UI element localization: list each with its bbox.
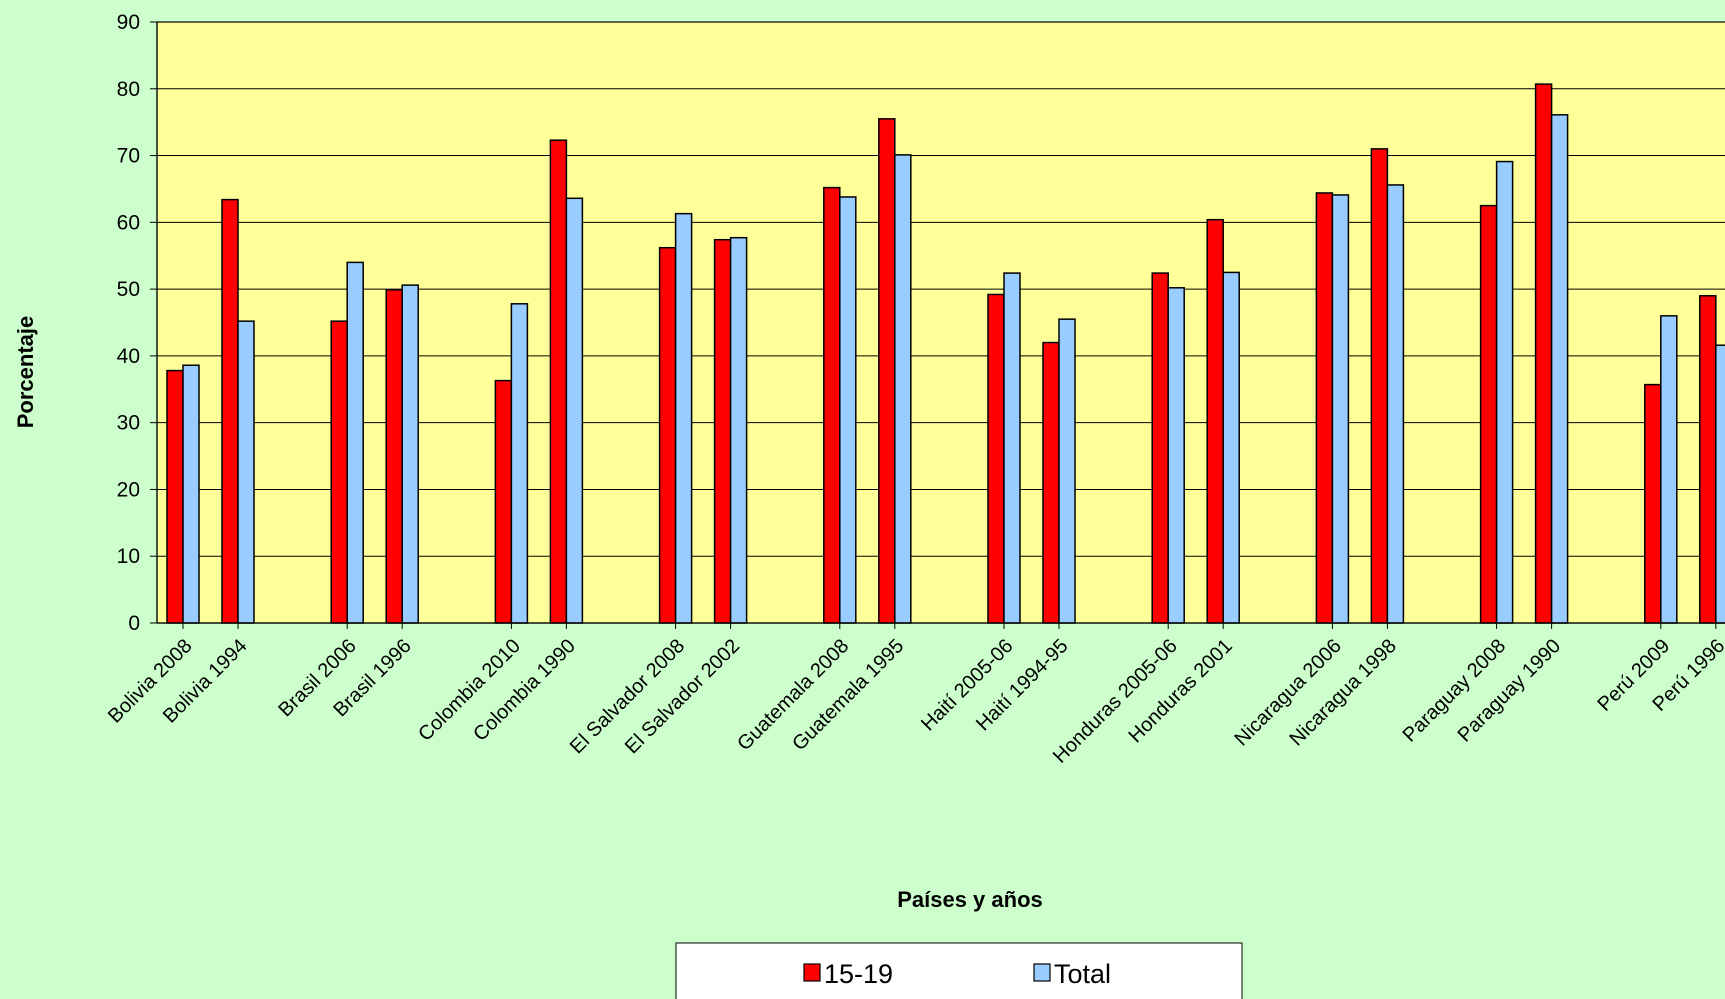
legend-swatch-15-19 <box>803 963 821 982</box>
y-tick-label: 10 <box>117 545 140 568</box>
bar-15-19 <box>823 186 841 624</box>
bar-15-19 <box>1042 341 1060 624</box>
y-tick-label: 50 <box>117 278 140 301</box>
bar-15-19 <box>1151 272 1169 624</box>
bar-15-19 <box>494 379 513 624</box>
y-tick-label: 60 <box>117 211 140 234</box>
y-axis-ticks: 0 10 20 30 40 50 60 70 80 90 <box>117 11 1725 635</box>
bar-total <box>1167 287 1185 624</box>
y-tick-label: 30 <box>117 412 140 435</box>
bar-total <box>1222 271 1240 624</box>
category-label: Honduras 2001 <box>1124 635 1236 747</box>
bar-15-19 <box>221 198 239 624</box>
bar-15-19 <box>713 238 732 624</box>
y-tick-label: 40 <box>117 345 140 368</box>
bar-total <box>1058 318 1076 624</box>
bar-total <box>674 212 693 624</box>
bar-total <box>1550 114 1569 624</box>
bar-total <box>346 261 364 624</box>
x-axis-title: Países y años <box>897 887 1043 912</box>
y-axis-title: Porcentaje <box>13 316 38 429</box>
y-tick-label: 80 <box>117 78 140 101</box>
bar-15-19 <box>1370 148 1389 624</box>
bar-total <box>565 197 584 624</box>
category-label: Colombia 1990 <box>469 635 580 746</box>
bar-15-19 <box>658 246 677 624</box>
legend-swatch-total <box>1033 963 1051 982</box>
legend: 15-19 Total <box>675 942 1243 999</box>
category-label: Paraguay 1990 <box>1454 635 1565 746</box>
y-tick-label: 90 <box>117 11 140 34</box>
bar-15-19 <box>878 118 896 624</box>
bar-total <box>1386 184 1405 624</box>
y-tick-label: 70 <box>117 145 140 168</box>
bar-15-19 <box>549 139 568 624</box>
bar-total <box>1331 194 1350 624</box>
bar-15-19 <box>1534 83 1553 624</box>
bar-total <box>1003 272 1021 624</box>
bar-total <box>894 154 912 624</box>
bar-15-19 <box>1699 295 1717 624</box>
bar-15-19 <box>1479 204 1498 624</box>
bar-15-19 <box>1644 383 1662 624</box>
bar-total <box>1660 315 1678 624</box>
bars <box>166 83 1725 624</box>
bar-total <box>729 236 748 624</box>
bar-total <box>839 196 857 624</box>
bar-total <box>401 284 419 624</box>
y-tick-label: 0 <box>128 612 140 635</box>
legend-label-total: Total <box>1054 959 1111 989</box>
bar-total <box>237 320 255 624</box>
bar-15-19 <box>987 293 1005 624</box>
bar-15-19 <box>330 320 348 624</box>
bar-total <box>182 364 200 624</box>
bar-total <box>510 303 529 624</box>
legend-label-15-19: 15-19 <box>824 959 893 989</box>
bar-total <box>1715 344 1725 624</box>
bar-15-19 <box>1315 192 1334 624</box>
bar-15-19 <box>166 369 184 624</box>
bar-15-19 <box>385 289 403 624</box>
y-tick-label: 20 <box>117 478 140 501</box>
bar-total <box>1495 160 1514 624</box>
bar-15-19 <box>1206 218 1224 624</box>
legend-box <box>675 942 1243 999</box>
